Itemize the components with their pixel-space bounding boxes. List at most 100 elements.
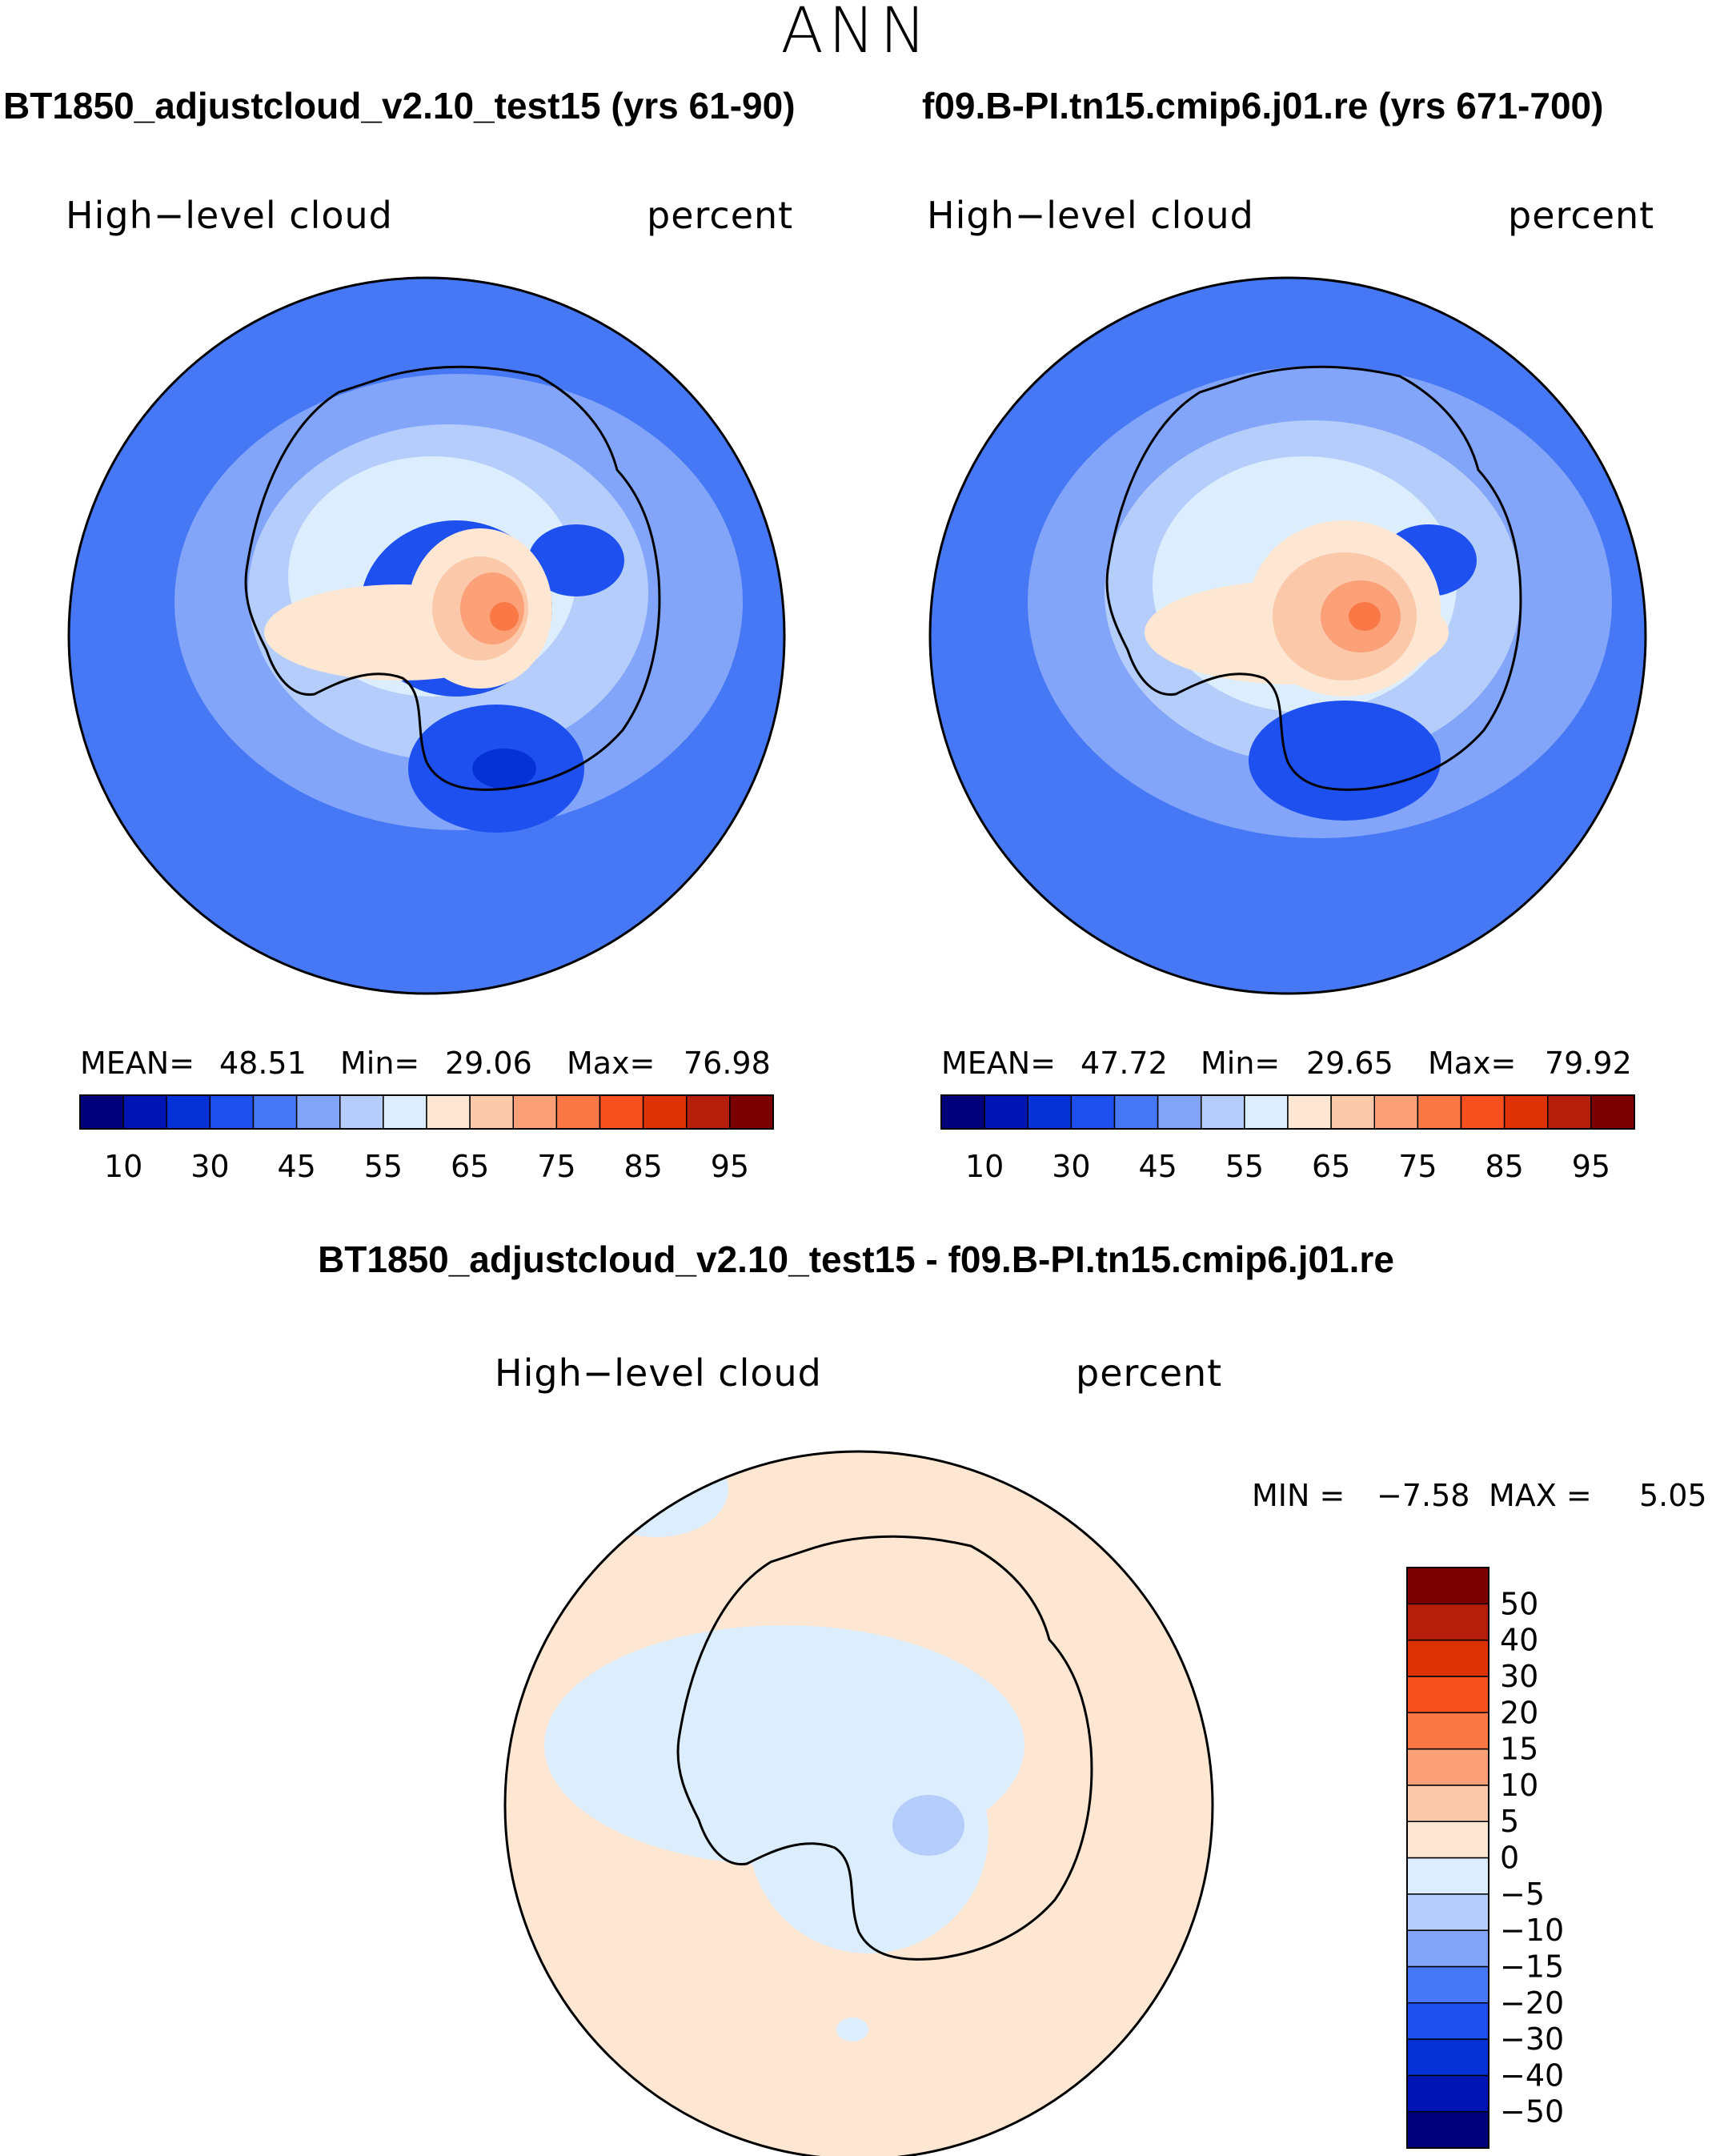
diff-colorbar-swatch [1406,1965,1489,2004]
panel-2-colorbar: 10 30 45 55 65 75 85 95 [940,1094,1635,1184]
diff-colorbar-swatch [1406,1821,1489,1859]
diff-colorbar-tick-label: 50 [1500,1586,1538,1621]
panel-1-colorbar-swatch [122,1094,167,1130]
panel-1-colorbar-tick-label: 95 [711,1149,749,1184]
panel-1-case-title: BT1850_adjustcloud_v2.10_test15 (yrs 61-… [3,85,796,126]
diff-colorbar-tick-label: −20 [1500,1985,1564,2021]
panel-1-colorbar-swatch [295,1094,341,1130]
panel-2-min-value: 29.65 [1306,1046,1393,1081]
panel-1-colorbar-swatch [686,1094,731,1130]
diff-colorbar-tick-label: −30 [1500,2022,1564,2057]
diff-colorbar-tick-label: 30 [1500,1659,1538,1694]
panel-2-colorbar-swatch [940,1094,985,1130]
diff-min-label: MIN = [1252,1478,1345,1513]
panel-1-colorbar: 10 30 45 55 65 75 85 95 [79,1094,774,1184]
diff-colorbar-swatch [1406,1712,1489,1750]
panel-2-variable-label: High−level cloud [927,194,1254,237]
diff-min-value: −7.58 [1377,1478,1470,1513]
panel-2-colorbar-swatch [1070,1094,1116,1130]
panel-2-colorbar-tick-label: 95 [1572,1149,1610,1184]
panel-2-colorbar-tick-label: 85 [1485,1149,1523,1184]
panel-2-colorbar-swatch [1027,1094,1073,1130]
diff-colorbar-tick-label: −50 [1500,2094,1564,2130]
diff-colorbar-tick-label: −15 [1500,1949,1564,1984]
diff-polar-map [503,1450,1214,2156]
panel-1-polar-map [67,276,786,995]
panel-2-colorbar-tick-label: 10 [965,1149,1004,1184]
panel-1-colorbar-swatch [729,1094,774,1130]
panel-2-colorbar-swatch [984,1094,1028,1130]
panel-1-max-value: 76.98 [684,1046,771,1081]
diff-title: BT1850_adjustcloud_v2.10_test15 - f09.B-… [318,1239,1394,1280]
diff-colorbar-swatch [1406,1567,1489,1605]
panel-2-colorbar-swatch [1113,1094,1159,1130]
diff-colorbar-swatch [1406,1857,1489,1895]
diff-colorbar-tick-label: 40 [1500,1623,1538,1658]
panel-2-mean-value: 47.72 [1081,1046,1168,1081]
panel-2-colorbar-swatch [1590,1094,1635,1130]
panel-1-variable-label: High−level cloud [66,194,393,237]
diff-colorbar-swatch [1406,1929,1489,1968]
diff-colorbar-swatch [1406,1748,1489,1786]
diff-colorbar-swatch [1406,1676,1489,1713]
panel-1-colorbar-swatch [555,1094,601,1130]
panel-2-colorbar-tick-label: 45 [1138,1149,1177,1184]
panel-1-min-value: 29.06 [445,1046,532,1081]
diff-colorbar-swatch [1406,1603,1489,1641]
diff-colorbar-swatch [1406,2038,1489,2077]
panel-1-colorbar-swatch [252,1094,298,1130]
diff-colorbar-swatch [1406,2074,1489,2113]
panel-2-colorbar-swatch [1547,1094,1592,1130]
diff-units-label: percent [1076,1351,1223,1395]
panel-1-colorbar-swatch [209,1094,255,1130]
diff-max-label: MAX = [1489,1478,1592,1513]
panel-1-colorbar-tick-label: 55 [364,1149,403,1184]
diff-colorbar-swatch [1406,1785,1489,1822]
diff-colorbar-swatch [1406,1893,1489,1931]
panel-1-colorbar-tick-label: 45 [277,1149,315,1184]
panel-1-mean-value: 48.51 [219,1046,307,1081]
diff-colorbar-tick-label: −40 [1500,2058,1564,2093]
panel-2-colorbar-swatch [1330,1094,1375,1130]
diff-colorbar-tick-label: −10 [1500,1913,1564,1948]
diff-colorbar-tick-label: 10 [1500,1768,1538,1803]
panel-1-colorbar-tick-label: 65 [451,1149,489,1184]
diff-colorbar-tick-label: 20 [1500,1695,1538,1730]
panel-2-colorbar-swatch [1503,1094,1549,1130]
panel-2-colorbar-swatch [1244,1094,1289,1130]
diff-colorbar-swatch [1406,1639,1489,1677]
diff-max-value: 5.05 [1639,1478,1707,1513]
diff-colorbar-tick-label: −5 [1500,1877,1545,1912]
panel-2-colorbar-tick-label: 65 [1312,1149,1350,1184]
diff-colorbar-tick-label: 5 [1500,1804,1519,1839]
panel-1-colorbar-swatch [79,1094,124,1130]
panel-2-max-label: Max= [1428,1046,1517,1081]
panel-2-mean-label: MEAN= [941,1046,1056,1081]
panel-1-colorbar-swatch [383,1094,427,1130]
panel-2-colorbar-swatch [1287,1094,1332,1130]
panel-1-colorbar-tick-label: 10 [104,1149,142,1184]
diff-colorbar-tick-label: 15 [1500,1732,1538,1767]
diff-colorbar-tick-label: 0 [1500,1841,1519,1876]
panel-2-colorbar-tick-label: 30 [1052,1149,1090,1184]
panel-2-colorbar-tick-label: 75 [1398,1149,1437,1184]
panel-2-colorbar-swatch [1157,1094,1202,1130]
diff-colorbar-swatch [1406,2002,1489,2040]
panel-2-units-label: percent [1508,194,1655,237]
panel-1-colorbar-swatch [469,1094,514,1130]
panel-1-min-label: Min= [340,1046,420,1081]
panel-1-colorbar-swatch [339,1094,384,1130]
panel-1-mean-label: MEAN= [80,1046,195,1081]
panel-2-colorbar-swatch [1201,1094,1245,1130]
panel-1-colorbar-swatch [512,1094,558,1130]
panel-2-max-value: 79.92 [1545,1046,1632,1081]
diff-colorbar-swatch [1406,2110,1489,2149]
panel-1-colorbar-tick-label: 85 [623,1149,662,1184]
panel-2-min-label: Min= [1201,1046,1281,1081]
panel-2-polar-map [928,276,1647,995]
panel-1-colorbar-swatch [166,1094,211,1130]
panel-1-colorbar-swatch [642,1094,688,1130]
panel-1-max-label: Max= [567,1046,656,1081]
